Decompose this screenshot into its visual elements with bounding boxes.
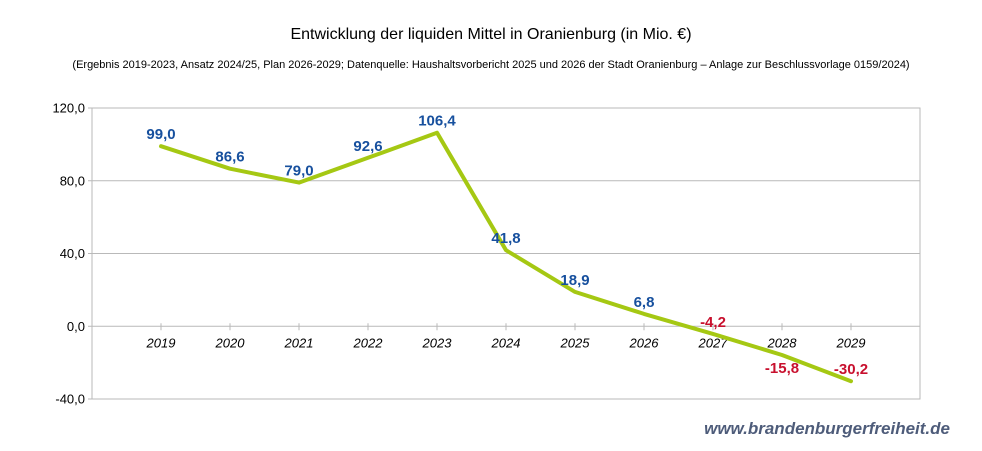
x-axis-label: 2022 — [353, 335, 384, 350]
data-label: 106,4 — [418, 113, 456, 130]
plot-border — [91, 107, 921, 400]
x-axis-label: 2026 — [629, 335, 660, 350]
x-axis-label: 2029 — [836, 335, 866, 350]
data-label: 18,9 — [560, 272, 589, 289]
data-label: 6,8 — [634, 294, 655, 311]
y-axis-tick-label: 120,0 — [52, 101, 85, 116]
data-label: -15,8 — [765, 360, 799, 377]
data-label: 99,0 — [146, 126, 175, 143]
chart-title: Entwicklung der liquiden Mittel in Orani… — [290, 26, 692, 43]
x-axis-label: 2025 — [560, 335, 591, 350]
x-axis-label: 2028 — [767, 335, 798, 350]
y-axis-tick-label: 80,0 — [60, 173, 85, 188]
y-axis-tick-label: 40,0 — [60, 246, 85, 261]
y-axis-tick-label: 0,0 — [67, 319, 85, 334]
data-series-line — [159, 130, 853, 384]
x-axis-label: 2019 — [146, 335, 176, 350]
x-axis-label: 2023 — [422, 335, 453, 350]
watermark-url: www.brandenburgerfreiheit.de — [704, 419, 950, 438]
x-axis-label: 2027 — [698, 335, 729, 350]
data-label: 92,6 — [353, 138, 382, 155]
x-axis-label: 2021 — [284, 335, 314, 350]
data-label: -4,2 — [700, 314, 726, 331]
data-label: 41,8 — [491, 230, 520, 247]
chart-subtitle: (Ergebnis 2019-2023, Ansatz 2024/25, Pla… — [72, 59, 910, 71]
x-axis-label: 2024 — [491, 335, 521, 350]
y-axis-tick-label: -40,0 — [55, 392, 85, 407]
data-label: 86,6 — [215, 149, 244, 166]
data-label: 79,0 — [284, 163, 313, 180]
x-axis-label: 2020 — [215, 335, 246, 350]
data-label: -30,2 — [834, 361, 868, 378]
